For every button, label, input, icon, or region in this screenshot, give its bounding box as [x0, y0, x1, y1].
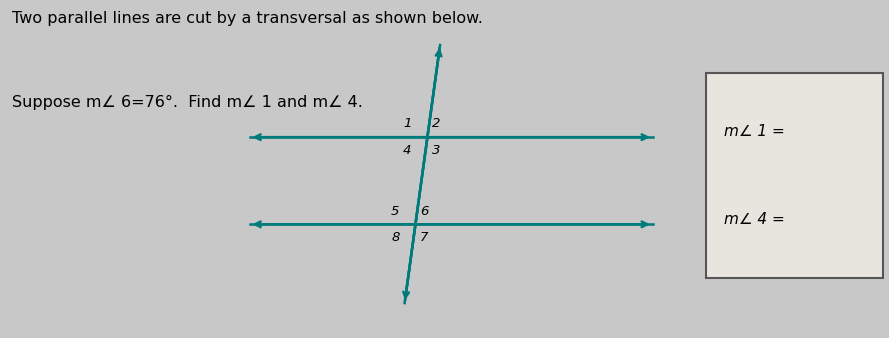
FancyBboxPatch shape: [706, 73, 883, 278]
Text: 7: 7: [420, 231, 428, 244]
Text: 2: 2: [432, 117, 441, 130]
Text: 1: 1: [403, 117, 412, 130]
Text: Suppose m∠ 6=76°.  Find m∠ 1 and m∠ 4.: Suppose m∠ 6=76°. Find m∠ 1 and m∠ 4.: [12, 95, 363, 110]
Text: 3: 3: [432, 144, 441, 157]
Text: 8: 8: [391, 231, 399, 244]
Text: 5: 5: [391, 204, 399, 218]
Text: 4: 4: [403, 144, 412, 157]
Text: 6: 6: [420, 204, 428, 218]
Text: m∠ 4 =: m∠ 4 =: [724, 213, 784, 227]
Text: Two parallel lines are cut by a transversal as shown below.: Two parallel lines are cut by a transver…: [12, 11, 483, 26]
Text: m∠ 1 =: m∠ 1 =: [724, 124, 784, 139]
